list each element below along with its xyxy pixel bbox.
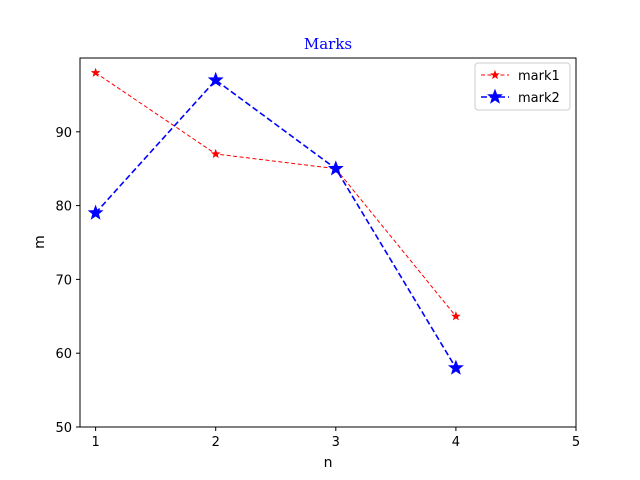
data-point-mark2 [447,359,464,375]
legend: mark1 mark2 [474,62,571,111]
x-axis-label: n [324,455,333,471]
series-line-mark2 [95,79,457,369]
y-tick-label: 50 [55,421,72,436]
legend-swatch-marker [487,88,503,104]
x-tick-label: 5 [572,435,580,450]
y-tick-label: 60 [55,347,72,362]
series-layer [87,67,464,375]
y-tick-label: 70 [55,273,72,288]
x-axis: 1 2 3 4 5 [91,427,580,450]
x-tick-label: 4 [452,435,460,450]
data-point-mark1 [90,67,101,77]
y-axis: 50 60 70 80 90 [55,126,80,436]
y-axis-label: m [32,235,48,249]
y-tick-label: 90 [55,126,72,141]
legend-label-mark2: mark2 [518,91,560,106]
data-point-mark1 [451,311,461,321]
data-point-mark1 [210,148,221,159]
y-tick-label: 80 [55,200,72,215]
legend-swatch-marker [490,69,500,80]
x-tick-label: 2 [212,435,220,450]
legend-box [474,62,571,111]
legend-label-mark1: mark1 [518,69,560,84]
plot-area-frame [79,57,577,428]
x-tick-label: 1 [91,435,99,450]
data-point-mark2 [207,71,224,87]
x-tick-label: 3 [332,435,340,450]
chart-title: Marks [304,35,352,53]
series-line-mark1 [95,72,457,317]
data-point-mark2 [327,160,344,176]
data-point-mark2 [87,204,104,220]
